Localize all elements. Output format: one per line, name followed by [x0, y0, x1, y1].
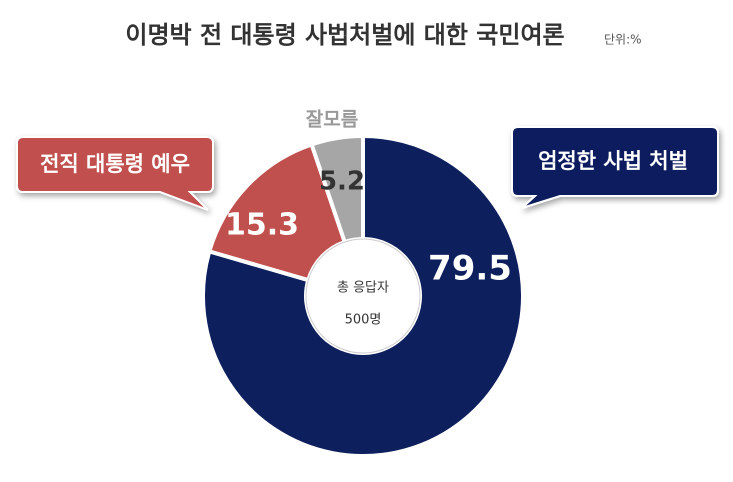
chart-title: 이명박 전 대통령 사법처벌에 대한 국민여론 — [125, 21, 564, 49]
callout — [16, 126, 719, 211]
center-text: 총 응답자 — [337, 281, 389, 296]
value-label: 15.3 — [225, 208, 299, 243]
unit-label: 단위:% — [604, 33, 642, 47]
center-text: 500명 — [345, 313, 382, 328]
callout-box — [16, 136, 214, 211]
callout-box — [511, 126, 719, 209]
value-label: 5.2 — [319, 167, 365, 197]
value-label: 79.5 — [428, 249, 512, 289]
callout-text: 엄정한 사법 처벌 — [538, 149, 688, 173]
donut — [201, 133, 525, 458]
callout-text: 전직 대통령 예우 — [40, 152, 190, 176]
donut-hole — [305, 238, 421, 354]
category-label: 잘모름 — [306, 109, 358, 131]
